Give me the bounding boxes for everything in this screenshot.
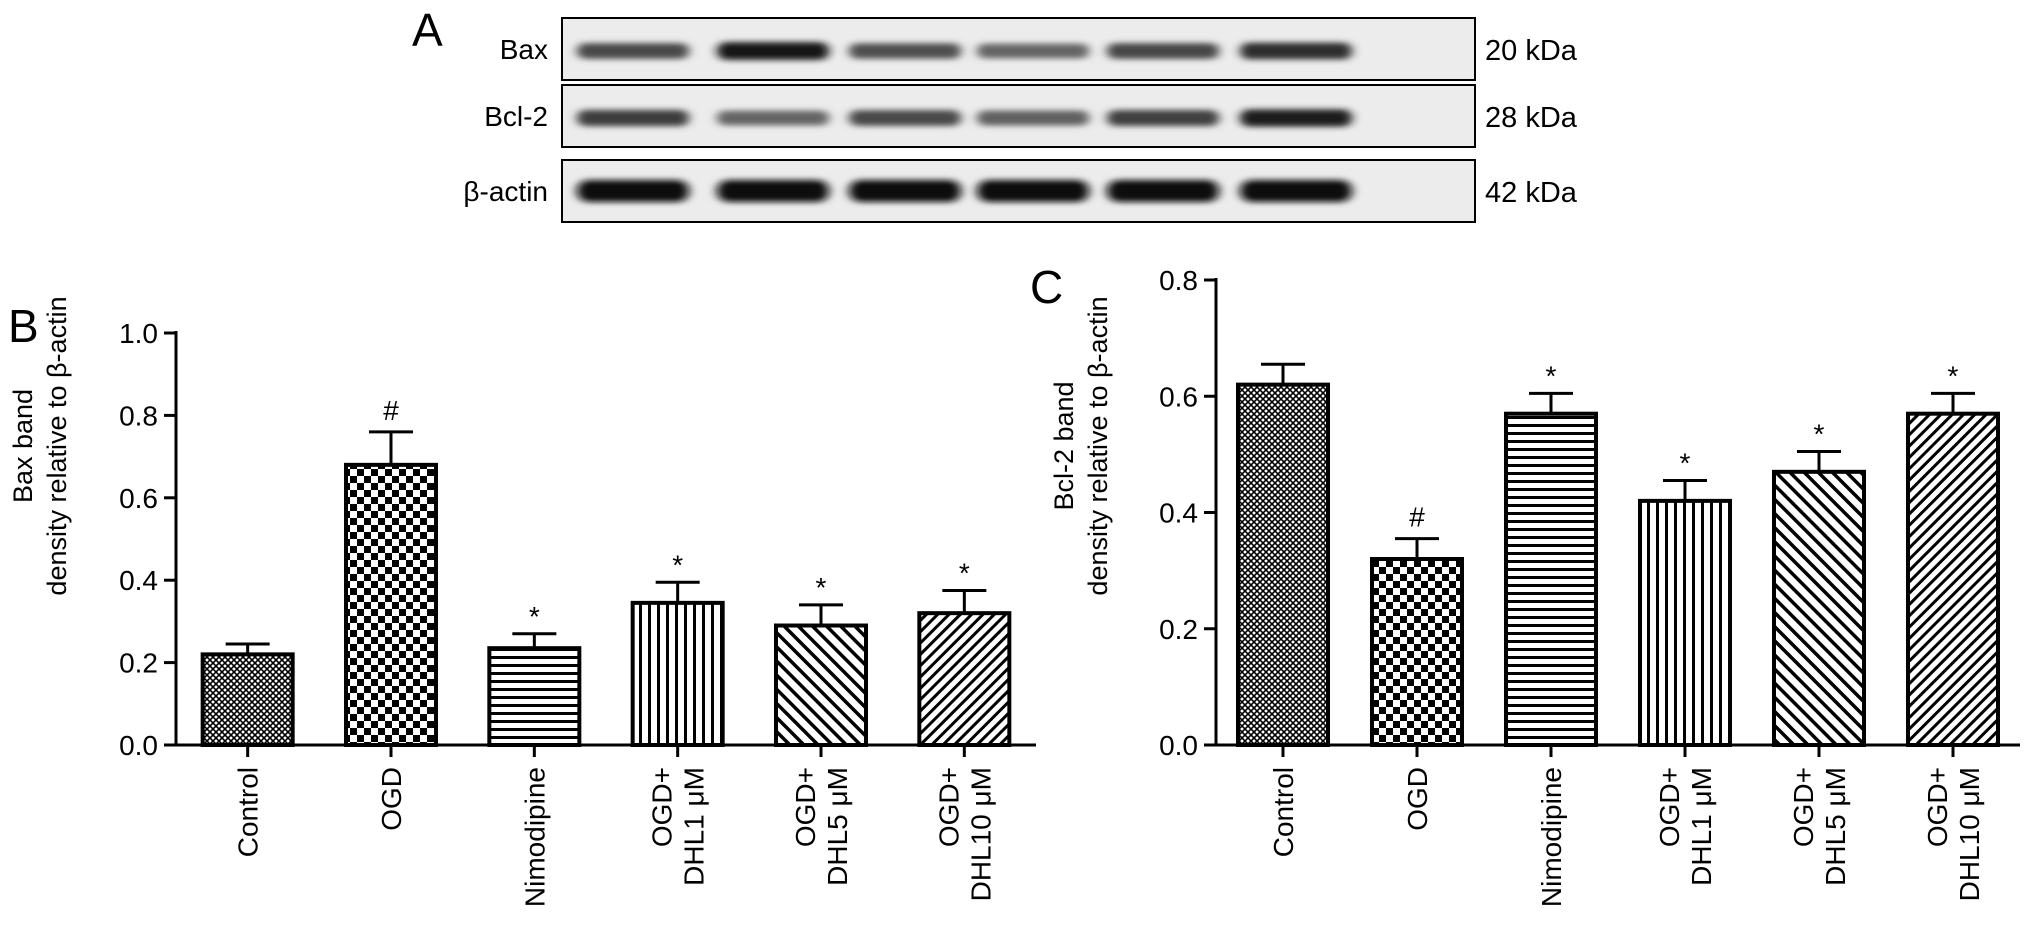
x-tick-label: DHL10 μM — [1954, 767, 1985, 901]
blot-row-0: Bax 20 kDa — [500, 17, 1578, 81]
significance-marker: * — [672, 549, 683, 580]
western-blot-panel: A Bax 20 kDa Bcl-2 28 kDa β-actin 42 kDa — [412, 4, 1578, 223]
bar — [630, 600, 725, 747]
molecular-weight-label: 20 kDa — [1485, 35, 1578, 67]
significance-marker: * — [1546, 360, 1557, 391]
significance-marker: * — [1948, 360, 1959, 391]
y-tick-label: 0.0 — [119, 730, 158, 761]
x-tick-label: DHL5 μM — [1820, 767, 1851, 886]
significance-marker: * — [529, 601, 540, 632]
bar — [344, 462, 438, 747]
x-tick-label: OGD — [376, 767, 407, 831]
x-tick-label: DHL5 μM — [822, 767, 853, 886]
x-tick-label: OGD+ — [933, 767, 964, 847]
x-tick-label: DHL1 μM — [1686, 767, 1717, 886]
blot-band — [577, 109, 689, 127]
panel-letter-c: C — [1030, 261, 1063, 313]
bar — [1772, 469, 1866, 747]
x-tick-label: DHL10 μM — [965, 767, 996, 901]
bar — [1236, 382, 1330, 747]
x-tick-label: Nimodipine — [1536, 767, 1567, 907]
y-tick-label: 0.2 — [119, 648, 158, 679]
x-tick-label: OGD+ — [790, 767, 821, 847]
panel-letter-a: A — [412, 4, 443, 56]
blot-band — [717, 42, 829, 60]
blot-band — [717, 110, 829, 126]
significance-marker: # — [1409, 502, 1425, 533]
blot-band — [577, 43, 689, 59]
y-tick-label: 0.6 — [1159, 381, 1198, 412]
blot-band — [977, 110, 1089, 126]
bar — [1370, 557, 1464, 747]
bar — [917, 611, 1012, 747]
protein-label: Bcl-2 — [484, 101, 548, 132]
x-tick-label: OGD+ — [1788, 767, 1819, 847]
blot-band — [1240, 180, 1352, 202]
y-tick-label: 0.8 — [119, 400, 158, 431]
blot-band — [1240, 109, 1352, 127]
bax-chart: B Bax band density relative to β-actin 0… — [8, 296, 1036, 907]
y-tick-label: 0.2 — [1159, 614, 1198, 645]
blot-band — [1107, 43, 1219, 59]
significance-marker: * — [816, 572, 827, 603]
blot-band — [1240, 42, 1352, 60]
x-tick-label: OGD — [1402, 767, 1433, 831]
significance-marker: # — [383, 395, 399, 426]
x-tick-label: DHL1 μM — [679, 767, 710, 886]
significance-marker: * — [959, 558, 970, 589]
bar — [1906, 411, 2000, 747]
y-tick-label: 0.4 — [119, 565, 158, 596]
y-axis-label-line1: Bax band — [8, 389, 38, 503]
blot-band — [1107, 180, 1219, 202]
y-tick-label: 1.0 — [119, 318, 158, 349]
blot-band — [849, 43, 961, 59]
bar — [1504, 411, 1598, 747]
y-axis-label-line2: density relative to β-actin — [42, 296, 72, 595]
y-tick-label: 0.4 — [1159, 498, 1198, 529]
x-tick-label: Nimodipine — [519, 767, 550, 907]
y-tick-label: 0.6 — [119, 483, 158, 514]
y-tick-label: 0.0 — [1159, 730, 1198, 761]
significance-marker: * — [1680, 448, 1691, 479]
blot-band — [1107, 109, 1219, 127]
y-tick-label: 0.8 — [1159, 265, 1198, 296]
y-axis-label-line2: density relative to β-actin — [1083, 296, 1113, 595]
x-tick-label: OGD+ — [647, 767, 678, 847]
blot-band — [977, 43, 1089, 59]
protein-label: Bax — [500, 34, 548, 65]
blot-band — [849, 110, 961, 126]
panel-letter-b: B — [8, 300, 39, 352]
bar — [487, 646, 582, 747]
blot-row-2: β-actin 42 kDa — [463, 159, 1578, 223]
bcl2-chart: C Bcl-2 band density relative to β-actin… — [1030, 261, 2020, 907]
x-tick-label: OGD+ — [1922, 767, 1953, 847]
x-tick-label: Control — [1268, 767, 1299, 857]
blot-band — [577, 180, 689, 202]
molecular-weight-label: 28 kDa — [1485, 102, 1578, 134]
x-tick-label: OGD+ — [1654, 767, 1685, 847]
bar — [200, 652, 295, 747]
x-tick-label: Control — [233, 767, 264, 857]
y-axis-label-line1: Bcl-2 band — [1049, 381, 1079, 510]
bar — [1638, 498, 1732, 747]
blot-band — [849, 180, 961, 202]
blot-row-1: Bcl-2 28 kDa — [484, 84, 1578, 148]
molecular-weight-label: 42 kDa — [1485, 177, 1578, 209]
protein-label: β-actin — [463, 176, 548, 207]
bar — [774, 623, 868, 748]
significance-marker: * — [1814, 418, 1825, 449]
blot-band — [717, 180, 829, 202]
blot-band — [977, 180, 1089, 202]
